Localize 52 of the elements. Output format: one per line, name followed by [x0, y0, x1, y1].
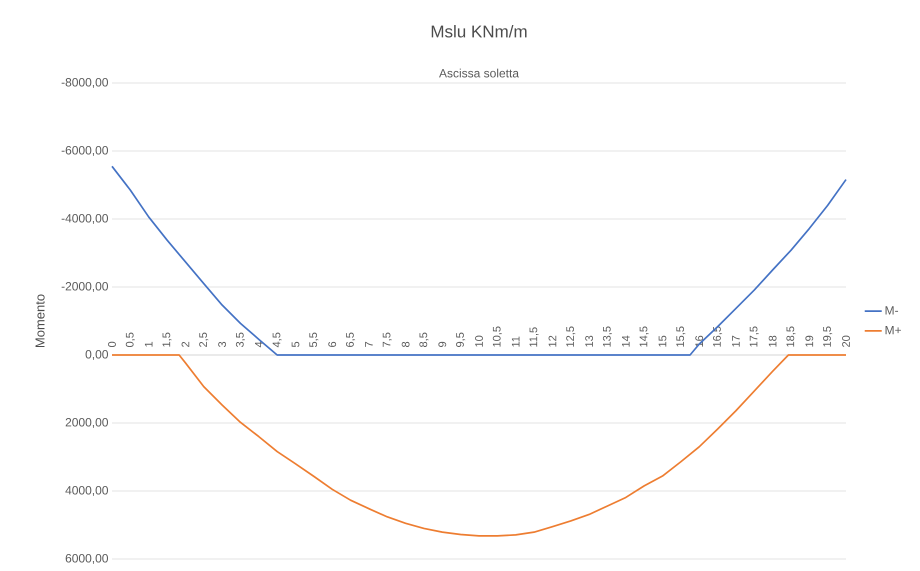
y-tick-label: 4000,00	[65, 486, 108, 496]
x-tick-label: 2	[182, 342, 190, 347]
x-tick-label: 9	[438, 342, 446, 347]
y-tick-label: -8000,00	[62, 78, 108, 88]
x-tick-label: 12,5	[566, 326, 576, 347]
x-tick-label: 9,5	[456, 332, 466, 347]
x-tick-label: 10	[475, 336, 483, 347]
x-tick-label: 6,5	[346, 332, 356, 347]
x-tick-label: 12	[548, 336, 556, 347]
x-tick-label: 4	[255, 342, 263, 348]
y-axis-title: Momento	[36, 294, 45, 348]
x-tick-label: 14	[622, 336, 630, 347]
x-tick-label: 3,5	[236, 332, 245, 348]
x-tick-label: 3	[218, 342, 226, 348]
x-tick-label: 18,5	[786, 326, 796, 347]
y-tick-label: -6000,00	[62, 146, 108, 156]
x-tick-label: 5,5	[309, 332, 318, 348]
x-tick-label: 1	[144, 342, 152, 347]
x-tick-label: 15,5	[676, 326, 686, 347]
legend-label: M-	[886, 306, 898, 315]
x-tick-label: 17	[732, 336, 740, 347]
x-tick-label: 11	[512, 336, 520, 347]
x-tick-label: 8,5	[419, 332, 428, 347]
y-tick-label: -4000,00	[62, 214, 108, 224]
x-axis-title: Ascissa soletta	[439, 68, 520, 78]
y-tick-label: 2000,00	[66, 418, 108, 428]
x-tick-label: 10,5	[492, 326, 502, 347]
x-tick-label: 20	[842, 336, 850, 347]
x-tick-label: 0,5	[126, 332, 135, 348]
x-tick-label: 1,5	[162, 332, 172, 347]
x-tick-label: 19,5	[823, 326, 832, 347]
y-tick-label: -2000,00	[62, 282, 108, 292]
legend-label: M+	[886, 326, 901, 334]
x-tick-label: 13,5	[602, 326, 612, 347]
y-tick-label: 6000,00	[66, 554, 108, 564]
chart-title: Mslu KNm/m	[432, 25, 527, 38]
x-tick-label: 18	[768, 336, 777, 347]
x-tick-label: 7	[365, 342, 373, 347]
x-tick-label: 19	[805, 336, 814, 347]
x-tick-label: 4,5	[272, 332, 282, 348]
x-tick-label: 6	[328, 342, 336, 347]
y-tick-label: 0,00	[86, 350, 108, 360]
x-tick-label: 17,5	[750, 326, 759, 347]
x-tick-label: 11,5	[530, 327, 539, 347]
x-tick-label: 2,5	[199, 332, 208, 347]
x-tick-label: 13	[585, 336, 593, 347]
x-tick-label: 14,5	[640, 326, 649, 347]
x-tick-label: 7,5	[382, 332, 392, 347]
x-tick-label: 0	[108, 342, 116, 348]
x-tick-label: 5	[292, 342, 300, 348]
x-tick-label: 15	[658, 336, 666, 347]
x-tick-label: 8	[402, 342, 410, 347]
